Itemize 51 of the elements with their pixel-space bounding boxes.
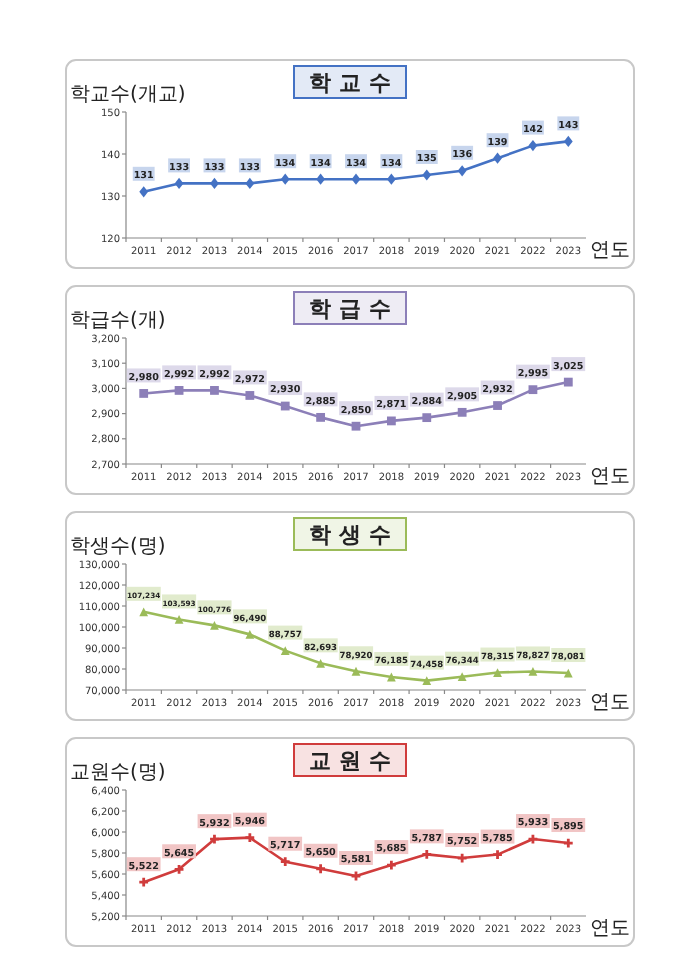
x-axis-title: 연도 <box>590 692 630 714</box>
point <box>174 386 184 395</box>
point <box>351 666 361 676</box>
point <box>245 629 255 639</box>
point <box>386 173 396 185</box>
x-axis-title: 연도 <box>590 918 630 940</box>
point <box>210 177 219 189</box>
point <box>174 615 184 624</box>
point <box>316 412 326 422</box>
point <box>174 177 184 189</box>
point <box>245 177 255 189</box>
point <box>280 173 290 185</box>
y-axis-title: 학급수(개) <box>70 310 166 332</box>
point <box>316 173 326 185</box>
point <box>386 672 396 682</box>
point <box>493 668 502 677</box>
point <box>210 620 219 630</box>
point <box>245 391 255 400</box>
x-axis-title: 연도 <box>590 466 630 488</box>
point <box>457 672 467 682</box>
chart-title: 학 급 수 <box>309 296 391 322</box>
point <box>422 169 432 181</box>
chart-title: 교 원 수 <box>309 748 391 774</box>
point <box>528 385 538 395</box>
point <box>139 607 149 617</box>
point <box>210 386 219 395</box>
point <box>351 421 361 431</box>
point <box>351 173 361 185</box>
chart-title: 학 생 수 <box>309 522 391 548</box>
point <box>280 646 290 656</box>
point <box>386 416 396 426</box>
point <box>139 389 149 398</box>
point <box>563 135 573 147</box>
point <box>493 152 502 164</box>
point <box>422 676 432 686</box>
point <box>422 413 432 423</box>
y-axis-title: 교원수(명) <box>70 762 166 784</box>
point <box>457 165 467 177</box>
point <box>563 668 573 678</box>
point <box>563 377 573 387</box>
point <box>139 186 149 198</box>
point <box>493 401 502 410</box>
y-axis-title: 학생수(명) <box>70 536 166 558</box>
x-axis-title: 연도 <box>590 240 630 262</box>
point <box>316 658 326 668</box>
point <box>528 667 538 676</box>
y-axis-title: 학교수(개교) <box>70 84 186 106</box>
point <box>457 407 467 417</box>
chart-title: 학 교 수 <box>309 70 391 96</box>
point <box>280 401 290 411</box>
point <box>528 140 538 152</box>
